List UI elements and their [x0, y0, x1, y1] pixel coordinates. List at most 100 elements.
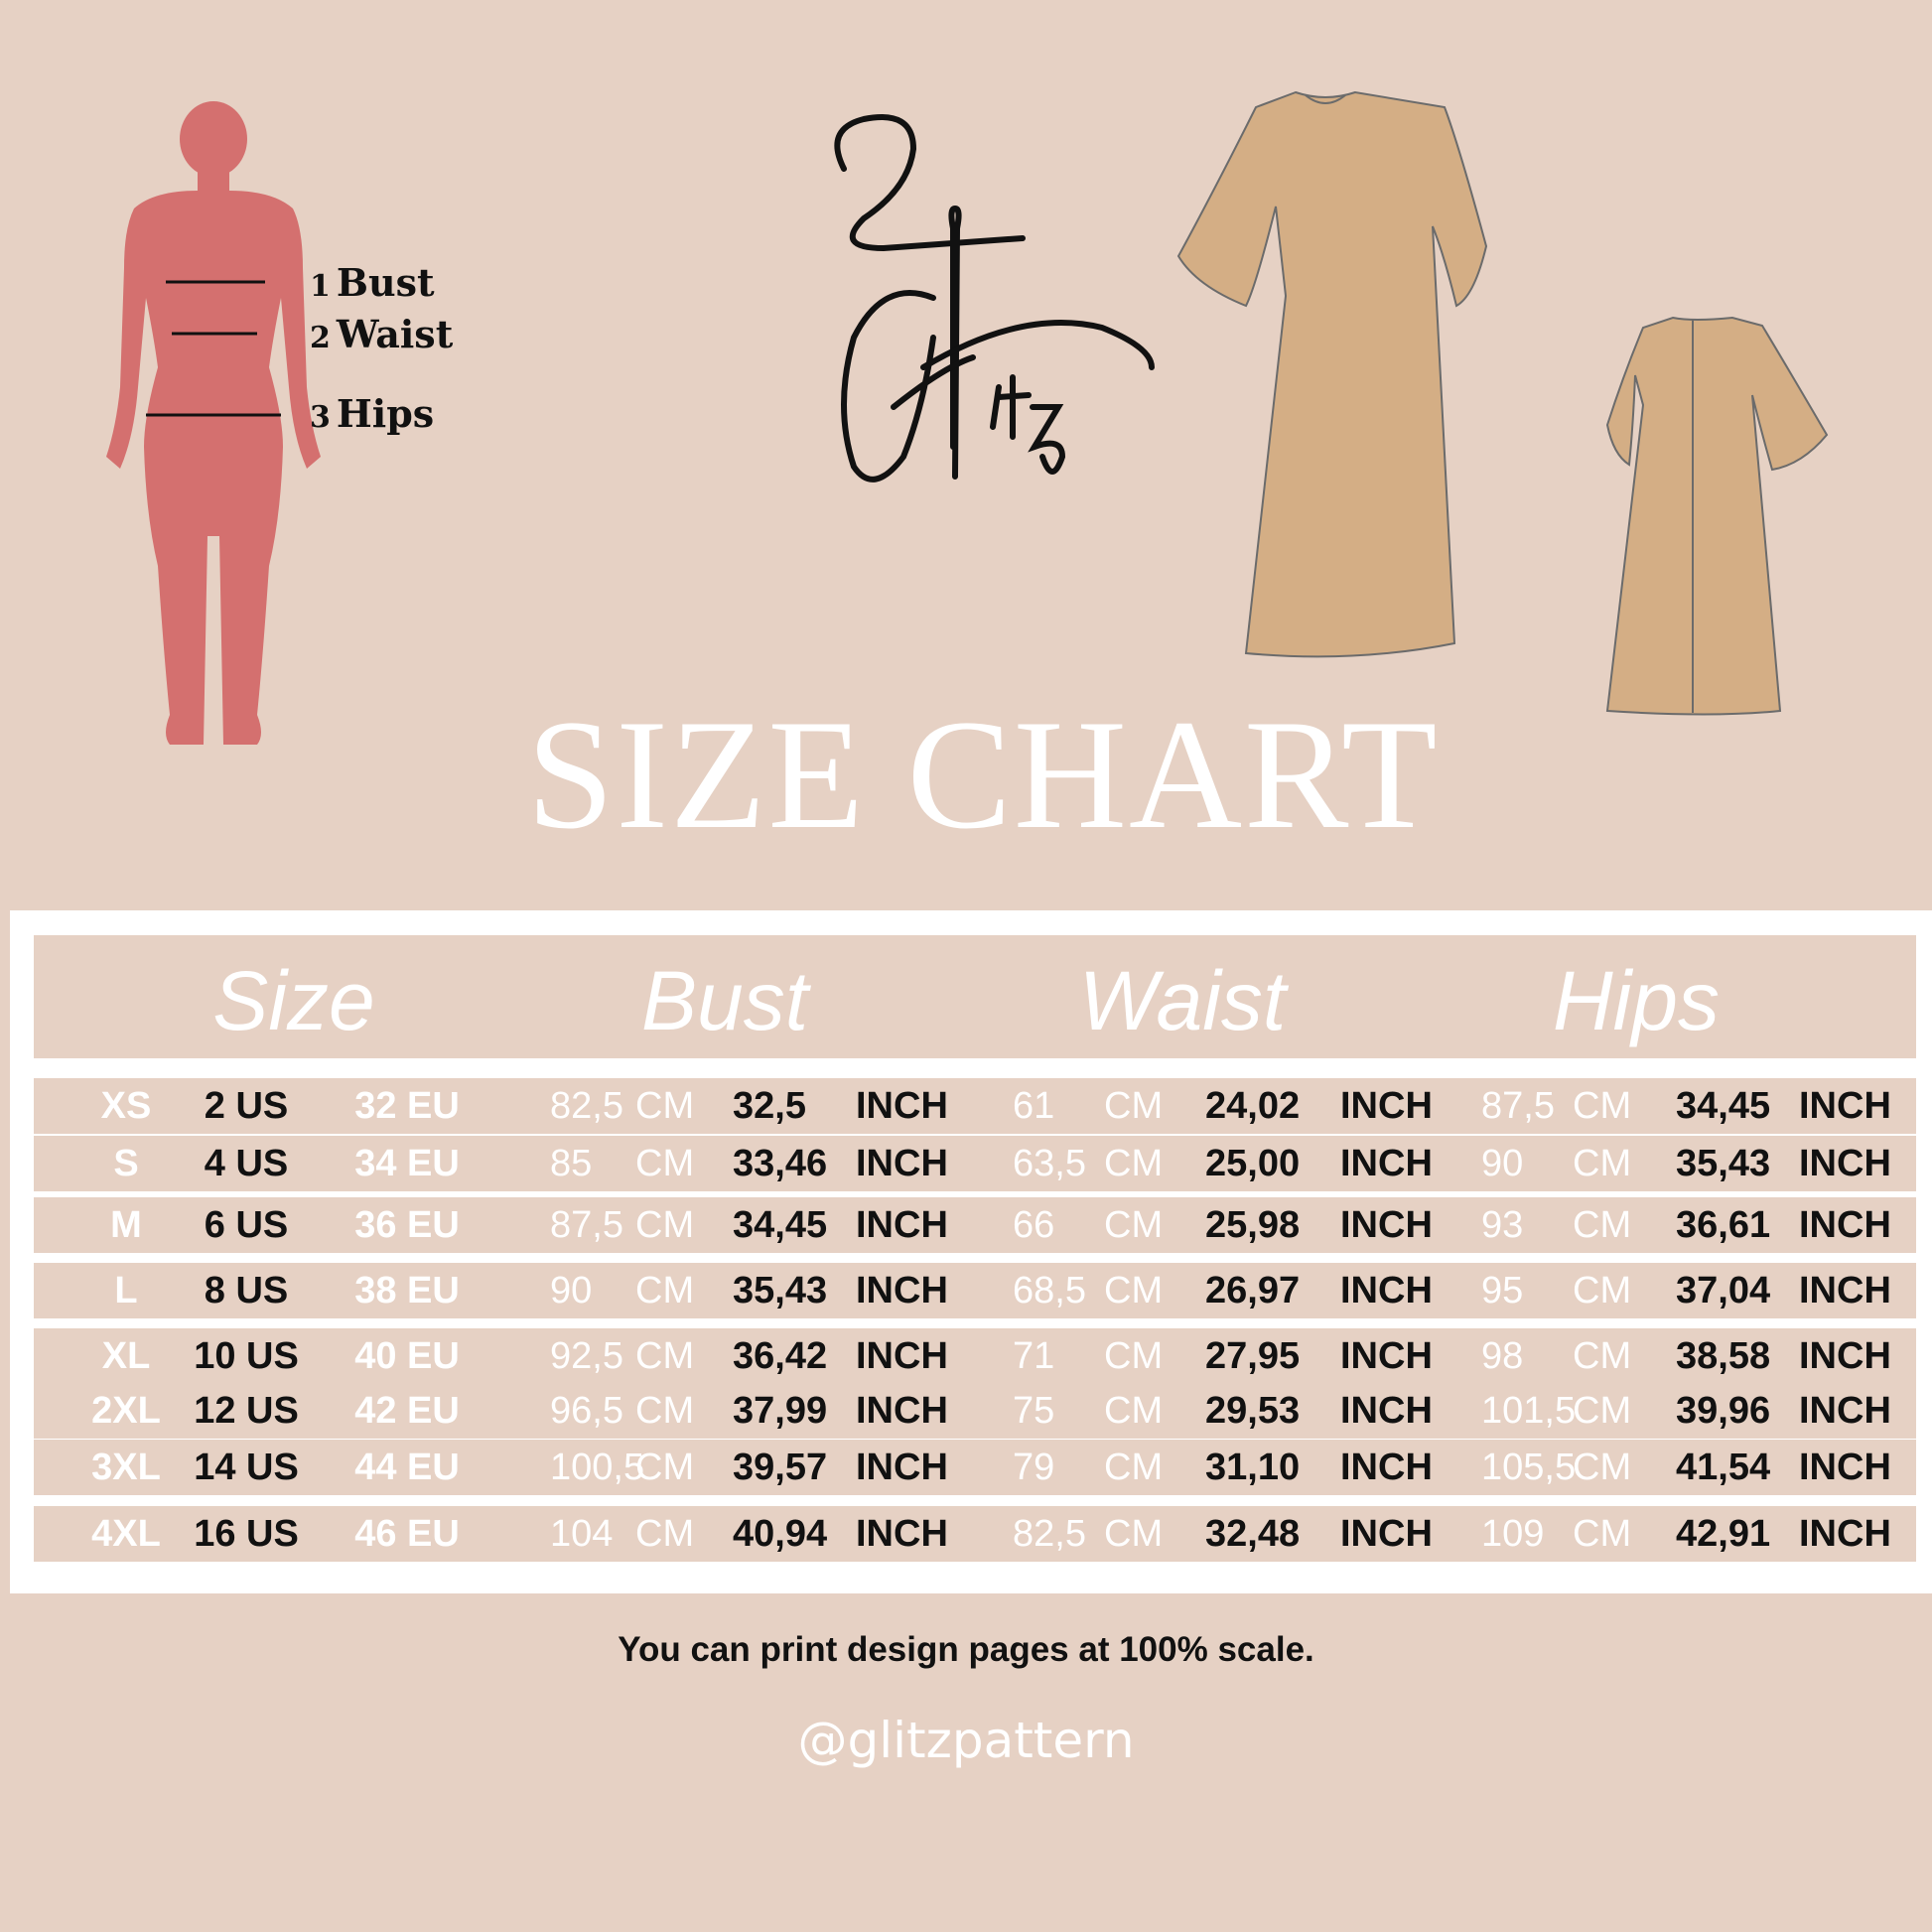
cell-hips-cm: 101,5 — [1481, 1390, 1577, 1432]
unit-inch: INCH — [1799, 1513, 1891, 1555]
table-row: XL 10 US 40 EU 92,5 36,42 71 27,95 98 38,58 CM INC… — [34, 1328, 1916, 1384]
cell-hips-cm: 98 — [1481, 1335, 1524, 1377]
cell-size: XS — [100, 1085, 152, 1127]
header-size: Size — [212, 954, 375, 1047]
page-title: SIZE CHART — [526, 688, 1440, 862]
unit-inch: INCH — [856, 1335, 948, 1377]
unit-inch: INCH — [856, 1513, 948, 1555]
cell-size: M — [110, 1204, 142, 1246]
cell-waist-cm: 66 — [1013, 1204, 1055, 1246]
unit-inch: INCH — [856, 1447, 948, 1488]
header-waist: Waist — [1078, 954, 1287, 1047]
unit-cm: CM — [1104, 1513, 1164, 1555]
unit-inch: INCH — [1340, 1085, 1433, 1127]
unit-inch: INCH — [856, 1085, 948, 1127]
unit-cm: CM — [635, 1335, 695, 1377]
cell-hips-cm: 87,5 — [1481, 1085, 1555, 1127]
unit-cm: CM — [635, 1447, 695, 1488]
cell-hips-cm: 93 — [1481, 1204, 1524, 1246]
unit-inch: INCH — [1799, 1447, 1891, 1488]
unit-cm: CM — [635, 1513, 695, 1555]
cell-waist-cm: 82,5 — [1013, 1513, 1086, 1555]
cell-size: 4XL — [91, 1513, 161, 1555]
unit-cm: CM — [635, 1270, 695, 1311]
cell-bust-in: 33,46 — [733, 1143, 828, 1184]
cell-bust-cm: 100,5 — [550, 1447, 645, 1488]
cell-bust-cm: 85 — [550, 1143, 593, 1184]
unit-inch: INCH — [1799, 1085, 1891, 1127]
unit-cm: CM — [1104, 1390, 1164, 1432]
header-hips: Hips — [1552, 954, 1721, 1047]
cell-size: 2XL — [91, 1390, 161, 1432]
cell-waist-in: 25,00 — [1205, 1143, 1301, 1184]
cell-hips-cm: 105,5 — [1481, 1447, 1577, 1488]
cell-waist-in: 29,53 — [1205, 1390, 1301, 1432]
cell-us: 6 US — [204, 1204, 289, 1246]
unit-inch: INCH — [1340, 1270, 1433, 1311]
cell-waist-in: 31,10 — [1205, 1447, 1301, 1488]
cell-us: 12 US — [194, 1390, 299, 1432]
unit-cm: CM — [1104, 1085, 1164, 1127]
cell-bust-in: 35,43 — [733, 1270, 828, 1311]
cell-bust-cm: 87,5 — [550, 1204, 623, 1246]
table-row: 2XL 12 US 42 EU 96,5 37,99 75 29,53 101,5 39,96 C… — [34, 1383, 1916, 1439]
cell-us: 4 US — [204, 1143, 289, 1184]
cell-waist-in: 24,02 — [1205, 1085, 1301, 1127]
unit-cm: CM — [1104, 1270, 1164, 1311]
unit-cm: CM — [635, 1143, 695, 1184]
cell-hips-in: 36,61 — [1676, 1204, 1771, 1246]
table-header: Size Bust Waist Hips — [34, 935, 1916, 1058]
cell-waist-in: 26,97 — [1205, 1270, 1301, 1311]
cell-eu: 40 EU — [354, 1335, 460, 1377]
cell-eu: 44 EU — [354, 1447, 460, 1488]
cell-waist-cm: 63,5 — [1013, 1143, 1086, 1184]
header-bust: Bust — [640, 954, 809, 1047]
cell-hips-in: 42,91 — [1676, 1513, 1771, 1555]
unit-cm: CM — [1104, 1335, 1164, 1377]
cell-bust-in: 37,99 — [733, 1390, 828, 1432]
cell-waist-in: 27,95 — [1205, 1335, 1301, 1377]
unit-cm: CM — [1573, 1390, 1632, 1432]
cell-hips-in: 38,58 — [1676, 1335, 1771, 1377]
cell-eu: 34 EU — [354, 1143, 460, 1184]
unit-inch: INCH — [856, 1270, 948, 1311]
cell-hips-in: 39,96 — [1676, 1390, 1771, 1432]
body-figure-illustration — [106, 101, 321, 745]
unit-inch: INCH — [1340, 1447, 1433, 1488]
unit-inch: INCH — [1340, 1143, 1433, 1184]
unit-cm: CM — [635, 1085, 695, 1127]
measure-label-waist: 2 Waist — [310, 312, 454, 356]
cell-us: 2 US — [204, 1085, 289, 1127]
cell-eu: 38 EU — [354, 1270, 460, 1311]
cell-bust-cm: 90 — [550, 1270, 593, 1311]
unit-inch: INCH — [1799, 1270, 1891, 1311]
glitz-logo — [834, 114, 1155, 483]
cell-hips-in: 37,04 — [1676, 1270, 1771, 1311]
cell-hips-cm: 90 — [1481, 1143, 1524, 1184]
unit-inch: INCH — [1340, 1335, 1433, 1377]
cell-bust-in: 39,57 — [733, 1447, 828, 1488]
cell-size: S — [113, 1143, 139, 1184]
unit-cm: CM — [1573, 1085, 1632, 1127]
cell-size: 3XL — [91, 1447, 161, 1488]
unit-cm: CM — [1573, 1204, 1632, 1246]
cell-bust-in: 34,45 — [733, 1204, 828, 1246]
unit-inch: INCH — [1799, 1143, 1891, 1184]
cell-waist-cm: 79 — [1013, 1447, 1055, 1488]
cell-us: 14 US — [194, 1447, 299, 1488]
cell-waist-cm: 68,5 — [1013, 1270, 1086, 1311]
cell-waist-cm: 61 — [1013, 1085, 1055, 1127]
cell-bust-in: 32,5 — [733, 1085, 806, 1127]
cell-bust-cm: 96,5 — [550, 1390, 623, 1432]
unit-cm: CM — [1573, 1270, 1632, 1311]
unit-cm: CM — [1104, 1447, 1164, 1488]
cell-bust-in: 40,94 — [733, 1513, 828, 1555]
table-row: 3XL 14 US 44 EU 100,5 39,57 79 31,10 105,5 41,54… — [34, 1440, 1916, 1495]
cell-eu: 36 EU — [354, 1204, 460, 1246]
social-handle[interactable]: @glitzpattern — [797, 1712, 1135, 1769]
dress-back-illustration — [1605, 316, 1829, 716]
cell-bust-cm: 92,5 — [550, 1335, 623, 1377]
measure-label-bust: 1 Bust — [310, 260, 435, 305]
cell-hips-cm: 95 — [1481, 1270, 1524, 1311]
unit-cm: CM — [1573, 1143, 1632, 1184]
